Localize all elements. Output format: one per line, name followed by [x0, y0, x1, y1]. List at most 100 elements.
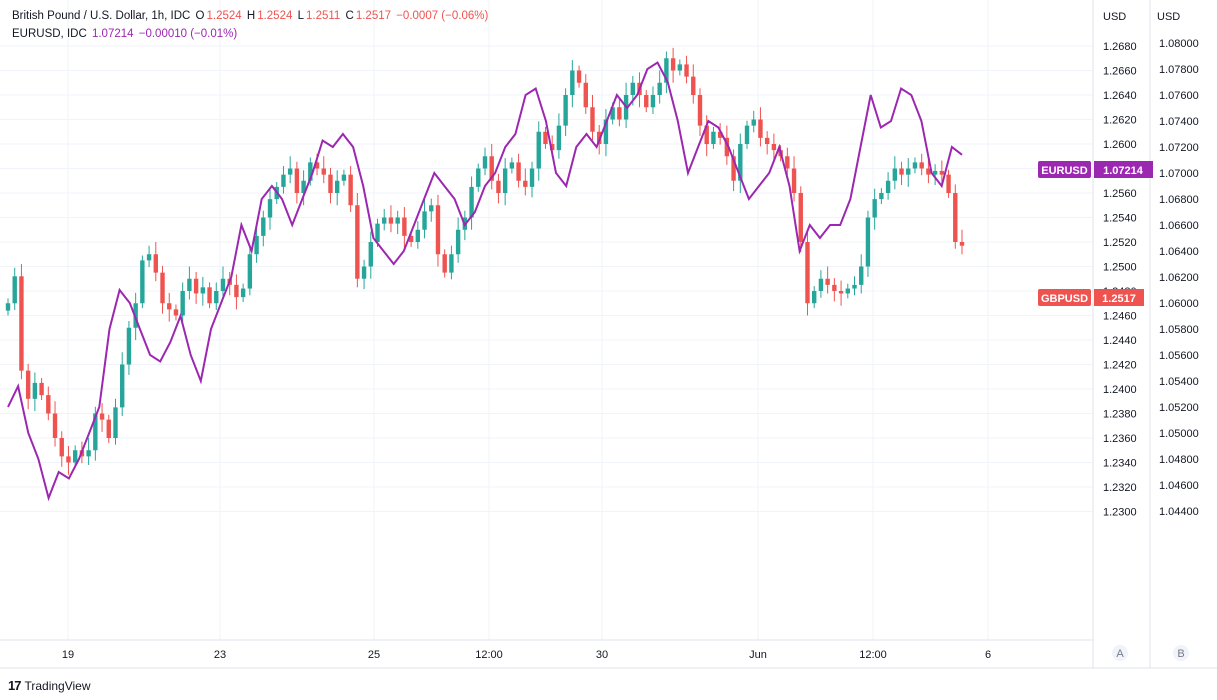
candle-body [173, 309, 179, 316]
gbpusd-tick-label: 1.2520 [1103, 237, 1137, 249]
candle-body [610, 107, 615, 120]
candle-body [771, 144, 777, 151]
gbpusd-price-badge-left: GBPUSD [1038, 289, 1091, 306]
gbpusd-tick-label: 1.2440 [1103, 335, 1137, 347]
time-tick-label: 30 [596, 649, 608, 661]
scale-a-button-bg[interactable] [1112, 645, 1128, 661]
candle-body [859, 266, 864, 285]
candle-body [207, 287, 212, 304]
candle-body [247, 254, 253, 289]
eurusd-tick-label: 1.06200 [1159, 272, 1199, 284]
eurusd-tick-label: 1.05400 [1159, 376, 1199, 388]
high-label: H [246, 10, 256, 22]
candle-body [261, 217, 266, 236]
eurusd-tick-label: 1.07400 [1159, 116, 1199, 128]
candle-body [536, 131, 541, 169]
scale-b-button-bg[interactable] [1173, 645, 1189, 661]
time-tick-label: 12:00 [859, 649, 887, 661]
gbpusd-tick-label: 1.2600 [1103, 139, 1137, 151]
candle-body [180, 291, 185, 316]
eurusd-tick-label: 1.05600 [1159, 350, 1199, 362]
open-value: 1.2524 [206, 10, 242, 22]
candle-body [200, 287, 206, 294]
candle-body [52, 413, 58, 438]
candle-body [469, 186, 474, 218]
candle-body [46, 395, 51, 414]
candle-body [832, 284, 837, 291]
eurusd-tick-label: 1.07200 [1159, 142, 1199, 154]
eurusd-line [7, 61, 963, 502]
candle-body [476, 168, 481, 187]
candle-body [408, 235, 414, 242]
candle-body [19, 276, 24, 371]
candle-body [731, 156, 736, 181]
compare-series-legend[interactable]: EURUSD, IDC 1.07214 −0.00010 (−0.01%) [12, 28, 239, 40]
candle-body [214, 291, 219, 304]
open-label: O [195, 10, 205, 22]
time-tick-label: 12:00 [475, 649, 503, 661]
candle-body [818, 278, 824, 291]
candle-body [845, 288, 850, 294]
gbpusd-badge-label: GBPUSD [1041, 293, 1088, 305]
candle-body [959, 242, 965, 246]
candle-body [724, 137, 730, 157]
candle-body [603, 119, 609, 144]
candle-body [482, 156, 488, 169]
candle-body [281, 174, 286, 187]
gbpusd-tick-label: 1.2660 [1103, 66, 1137, 78]
candle-body [664, 58, 669, 83]
tradingview-logo-icon: 17 [8, 678, 22, 693]
price-scale-currency-a: USD [1103, 11, 1126, 23]
candle-body [865, 217, 871, 267]
candle-body [852, 284, 857, 289]
candle-body [704, 125, 709, 144]
candle-body [529, 168, 535, 187]
candle-body [455, 229, 461, 255]
candle-body [899, 168, 904, 175]
candle-body [785, 156, 790, 169]
candle-body [240, 288, 246, 298]
eurusd-tick-label: 1.08000 [1159, 38, 1199, 50]
gbpusd-tick-label: 1.2460 [1103, 311, 1137, 323]
main-series-name: British Pound / U.S. Dollar, 1h, IDC [12, 10, 191, 22]
time-tick-label: 23 [214, 649, 226, 661]
candle-body [583, 82, 588, 108]
candle-body [368, 242, 373, 267]
eurusd-tick-label: 1.07600 [1159, 90, 1199, 102]
candle-body [885, 180, 891, 193]
candle-body [287, 168, 293, 175]
tradingview-branding[interactable]: 17 TradingView [8, 678, 91, 693]
candle-body [321, 168, 326, 175]
candle-body [355, 205, 360, 279]
compare-series-name: EURUSD, IDC [12, 28, 87, 40]
gbpusd-tick-label: 1.2420 [1103, 360, 1137, 372]
candle-body [738, 144, 743, 181]
gbpusd-tick-label: 1.2500 [1103, 262, 1137, 274]
candle-body [811, 291, 817, 304]
candle-body [543, 131, 548, 144]
candle-body [523, 180, 528, 187]
candle-body [382, 217, 387, 224]
close-label: C [345, 10, 354, 22]
candle-body [25, 370, 31, 399]
chart-grid [0, 0, 1093, 640]
candle-body [872, 199, 877, 218]
candle-body [919, 162, 924, 169]
eurusd-price-badge-right: 1.07214 [1094, 161, 1153, 178]
scale-a-button[interactable]: A [1116, 648, 1124, 660]
eurusd-tick-label: 1.04400 [1159, 506, 1199, 518]
gbpusd-tick-label: 1.2640 [1103, 90, 1137, 102]
candle-body [449, 254, 454, 273]
candle-body [892, 168, 898, 181]
candle-body [644, 95, 649, 108]
gbpusd-tick-label: 1.2680 [1103, 41, 1137, 53]
candle-body [39, 382, 44, 396]
main-series-legend[interactable]: British Pound / U.S. Dollar, 1h, IDC O 1.… [12, 10, 490, 22]
candle-body [86, 450, 91, 457]
candle-body [791, 168, 797, 193]
scale-b-button[interactable]: B [1177, 648, 1184, 660]
candle-body [220, 278, 226, 291]
candle-body [348, 174, 353, 206]
candle-body [93, 413, 98, 451]
